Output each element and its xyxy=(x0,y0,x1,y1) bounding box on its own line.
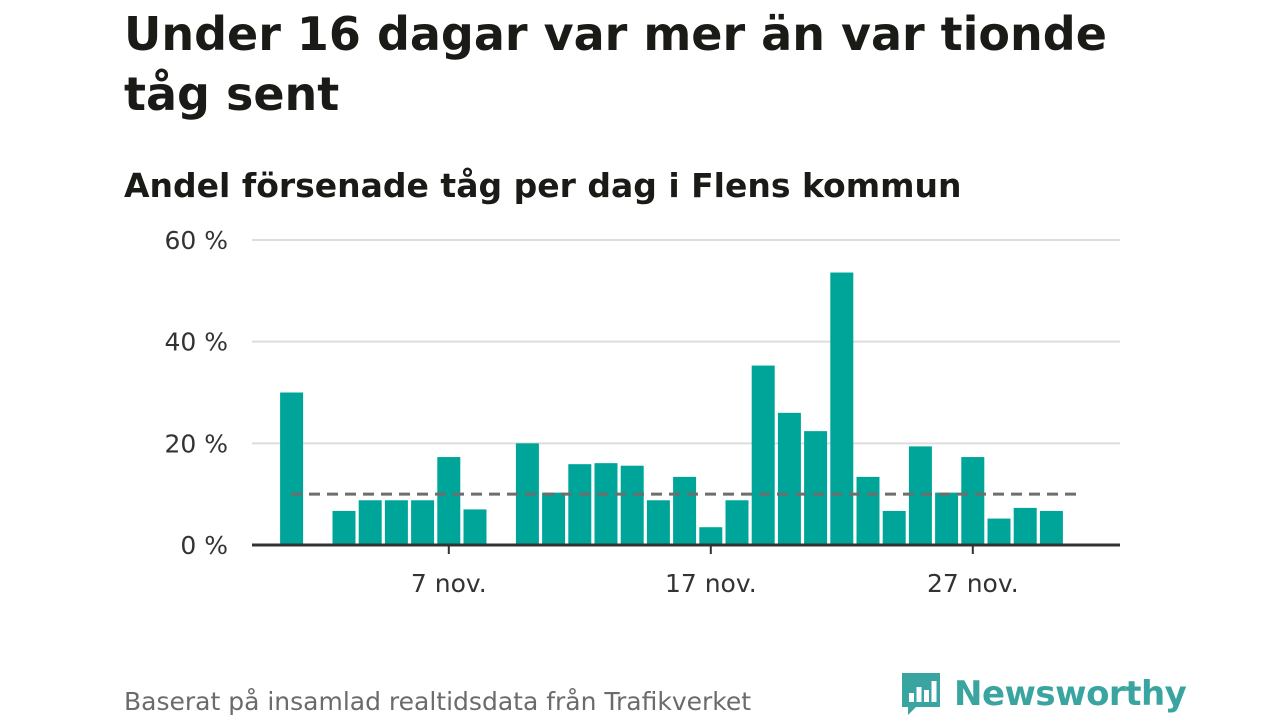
y-tick-label: 0 % xyxy=(180,531,228,560)
bar xyxy=(437,457,461,545)
bar xyxy=(699,527,723,545)
bar xyxy=(804,431,828,545)
bar-chart: 0 % 20 % 40 % 60 % 7 nov. 17 nov. 27 nov. xyxy=(164,226,1120,598)
y-tick-label: 60 % xyxy=(164,226,228,255)
bar xyxy=(751,365,775,545)
bar xyxy=(1013,507,1037,545)
chart-title: Under 16 dagar var mer än var tionde tåg… xyxy=(124,7,1107,121)
bar xyxy=(1039,510,1063,545)
chart-subtitle: Andel försenade tåg per dag i Flens komm… xyxy=(124,166,962,205)
bar xyxy=(280,392,304,545)
bar xyxy=(332,510,356,545)
bar xyxy=(961,457,985,545)
bar xyxy=(908,446,932,545)
x-tick-label: 17 nov. xyxy=(665,569,757,598)
bar xyxy=(987,518,1011,545)
y-tick-label: 40 % xyxy=(164,328,228,357)
bar xyxy=(830,272,854,545)
bar xyxy=(777,412,801,545)
newsworthy-logo-icon xyxy=(902,673,940,715)
brand-name: Newsworthy xyxy=(954,674,1187,714)
x-tick-label: 7 nov. xyxy=(411,569,487,598)
bar xyxy=(594,463,618,545)
bar xyxy=(620,465,644,545)
x-tick-label: 27 nov. xyxy=(927,569,1019,598)
brand-logo: Newsworthy xyxy=(900,670,1187,718)
bar xyxy=(725,500,749,545)
source-note: Baserat på insamlad realtidsdata från Tr… xyxy=(124,687,752,716)
bar xyxy=(568,464,592,545)
bar xyxy=(463,509,487,545)
y-tick-label: 20 % xyxy=(164,429,228,458)
bar xyxy=(384,500,408,545)
bar xyxy=(646,500,670,545)
bar xyxy=(673,476,697,545)
bar xyxy=(411,500,435,545)
bar xyxy=(856,476,880,545)
bar xyxy=(358,500,382,545)
bar xyxy=(542,492,566,545)
bar xyxy=(882,510,906,545)
bar xyxy=(935,492,959,545)
